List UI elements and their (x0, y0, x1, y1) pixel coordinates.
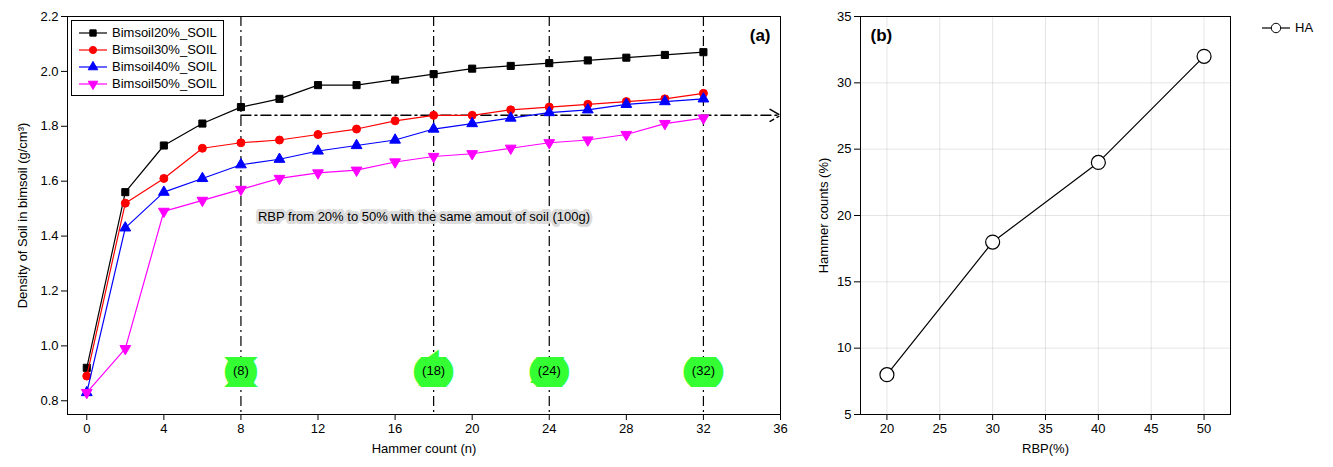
svg-text:1.4: 1.4 (40, 228, 58, 243)
svg-text:Hammer counts (%): Hammer counts (%) (816, 158, 831, 274)
svg-text:1.6: 1.6 (40, 173, 58, 188)
svg-text:20: 20 (465, 421, 479, 436)
svg-text:25: 25 (933, 421, 947, 436)
svg-text:20: 20 (837, 208, 851, 223)
html-text:HA: HA (1295, 20, 1314, 35)
svg-text:8: 8 (237, 421, 244, 436)
svg-text:32: 32 (696, 421, 710, 436)
svg-text:5: 5 (844, 407, 851, 422)
svg-text:15: 15 (837, 274, 851, 289)
svg-text:28: 28 (619, 421, 633, 436)
html-text:Bimsoil30%_SOIL: Bimsoil30%_SOIL (112, 42, 217, 57)
html-text:Bimsoil50%_SOIL: Bimsoil50%_SOIL (112, 76, 217, 91)
svg-text:12: 12 (311, 421, 325, 436)
svg-text:40: 40 (1091, 421, 1105, 436)
svg-text:0: 0 (83, 421, 90, 436)
svg-text:(b): (b) (871, 26, 893, 45)
svg-text:2.2: 2.2 (40, 9, 58, 24)
svg-text:25: 25 (837, 141, 851, 156)
svg-text:45: 45 (1144, 421, 1158, 436)
svg-text:RBP(%): RBP(%) (1022, 441, 1069, 456)
svg-text:20: 20 (880, 421, 894, 436)
svg-text:24: 24 (542, 421, 556, 436)
svg-text:(a): (a) (750, 26, 771, 45)
svg-text:1.8: 1.8 (40, 118, 58, 133)
svg-text:10: 10 (837, 340, 851, 355)
svg-text:RBP from 20% to 50% with the s: RBP from 20% to 50% with the same amout … (258, 209, 590, 224)
svg-text:(18): (18) (422, 363, 445, 378)
svg-text:(32): (32) (692, 363, 715, 378)
svg-text:30: 30 (985, 421, 999, 436)
svg-text:Hammer count (n): Hammer count (n) (372, 441, 477, 456)
html-text:Bimsoil20%_SOIL: Bimsoil20%_SOIL (112, 25, 217, 40)
svg-text:50: 50 (1197, 421, 1211, 436)
svg-text:36: 36 (773, 421, 787, 436)
svg-text:Density of Soil in bimsoil (g/: Density of Soil in bimsoil (g/cm³) (15, 123, 30, 309)
svg-text:(8): (8) (233, 363, 249, 378)
svg-text:30: 30 (837, 75, 851, 90)
svg-text:16: 16 (388, 421, 402, 436)
svg-text:2.0: 2.0 (40, 64, 58, 79)
svg-text:1.0: 1.0 (40, 338, 58, 353)
html-text:Bimsoil40%_SOIL: Bimsoil40%_SOIL (112, 59, 217, 74)
svg-text:35: 35 (1038, 421, 1052, 436)
svg-text:35: 35 (837, 9, 851, 24)
svg-text:0.8: 0.8 (40, 393, 58, 408)
svg-text:(24): (24) (538, 363, 561, 378)
svg-text:1.2: 1.2 (40, 283, 58, 298)
svg-text:4: 4 (160, 421, 167, 436)
